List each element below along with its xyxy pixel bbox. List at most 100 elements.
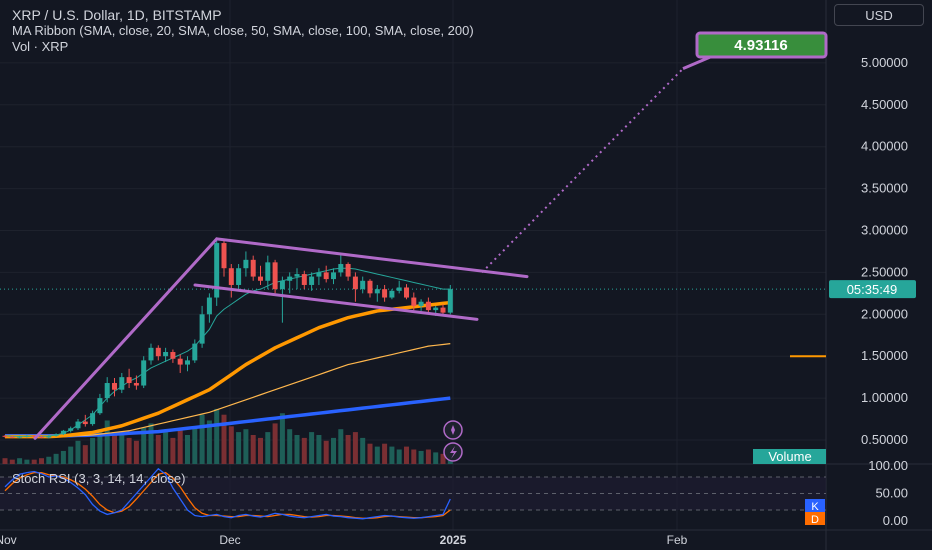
candle-body	[126, 377, 132, 384]
volume-bar	[352, 432, 358, 464]
target-price-box	[695, 31, 828, 59]
volume-bar	[39, 458, 44, 464]
channel-lower-line	[193, 283, 479, 321]
volume-bar	[82, 445, 88, 464]
candle-body	[345, 264, 351, 277]
candle-body	[367, 280, 373, 294]
candle-body	[236, 268, 242, 285]
volume-bar	[97, 429, 103, 464]
bull-flag-drawing[interactable]: 4.93116	[33, 31, 828, 462]
price-tick-label: 3.00000	[861, 223, 908, 238]
candle-body	[148, 347, 154, 361]
candle-body	[31, 435, 37, 437]
stoch-rsi-pane	[0, 467, 826, 520]
projection-line	[481, 67, 684, 274]
candlesticks	[2, 238, 453, 439]
candle-body	[272, 262, 278, 290]
volume-bar	[185, 435, 190, 464]
candle-body	[447, 289, 453, 313]
candle-body	[177, 358, 183, 365]
volume-bar	[374, 446, 380, 464]
volume-bar	[309, 432, 315, 464]
candle-body	[265, 262, 271, 281]
volume-bar	[2, 458, 8, 464]
candle-body	[389, 290, 395, 298]
volume-bar	[148, 423, 154, 464]
candle-body	[294, 274, 300, 277]
stoch-rsi-legend[interactable]: Stoch RSI (3, 3, 14, 14, close)	[12, 471, 186, 486]
countdown-tag	[829, 280, 916, 299]
candle-body	[192, 343, 198, 361]
candle-body	[425, 301, 431, 311]
volume-bar	[68, 446, 74, 464]
candle-body	[46, 435, 52, 438]
volume-bar	[17, 458, 23, 464]
candle-body	[9, 436, 15, 438]
volume-bar	[90, 437, 96, 464]
candle-body	[53, 434, 59, 436]
candle-body	[75, 421, 81, 429]
candle-body	[411, 297, 417, 306]
time-label: Dec	[219, 533, 240, 547]
price-tick-label: 3.50000	[861, 181, 908, 196]
price-tick-label: 2.50000	[861, 264, 908, 279]
candle-body	[360, 280, 366, 290]
candle-body	[243, 259, 249, 269]
k-tag	[805, 499, 825, 512]
volume-bar	[199, 414, 205, 464]
volume-bar	[294, 435, 300, 464]
candle-body	[112, 383, 117, 390]
candle-body	[163, 352, 169, 357]
volume-bar	[163, 432, 169, 464]
currency-selector[interactable]: USD	[834, 4, 924, 26]
candle-body	[396, 287, 402, 291]
candle-body	[374, 289, 380, 294]
candle-body	[90, 413, 96, 425]
volume-bar	[367, 443, 373, 464]
volume-bar	[141, 427, 147, 464]
time-label: Feb	[667, 533, 688, 547]
volume-bar	[360, 437, 366, 464]
volume-bar	[126, 437, 132, 464]
volume-bar	[236, 432, 242, 464]
channel-upper-line	[215, 237, 529, 279]
volume-bar	[133, 440, 139, 464]
lightning-icon	[450, 446, 457, 459]
candle-body	[331, 272, 336, 280]
volume-bar	[192, 426, 198, 464]
candle-body	[17, 436, 23, 438]
candle-body	[316, 272, 322, 277]
volume-bar	[418, 450, 424, 464]
price-tick-label: 0.50000	[861, 432, 908, 447]
volume-bar	[214, 408, 220, 464]
symbol-title[interactable]: XRP / U.S. Dollar, 1D, BITSTAMP	[12, 7, 222, 23]
candle-body	[68, 428, 74, 431]
volume-bar	[440, 453, 446, 464]
countdown-label: 05:35:49	[847, 282, 898, 297]
time-axis[interactable]: Nov Dec 2025 Feb	[0, 533, 688, 547]
volume-bar	[206, 420, 212, 464]
price-axis[interactable]: 5.00000 4.50000 4.00000 3.50000 3.00000 2.500…	[753, 55, 916, 528]
volume-bar	[119, 435, 125, 464]
candle-body	[418, 301, 424, 306]
volume-bar	[112, 432, 117, 464]
rsi-tick-label: 100.00	[868, 458, 908, 473]
volume-legend[interactable]: Vol · XRP	[12, 39, 69, 54]
candle-body	[433, 307, 439, 311]
k-tag-label: K	[811, 501, 819, 513]
volume-bar	[331, 437, 336, 464]
price-tick-label: 1.50000	[861, 348, 908, 363]
ma-ribbon	[4, 267, 451, 439]
ma-ribbon-legend[interactable]: MA Ribbon (SMA, close, 20, SMA, close, 5…	[12, 23, 474, 38]
volume-bar	[301, 437, 307, 464]
flag-pole-line	[33, 237, 219, 440]
price-tick-label: 2.00000	[861, 306, 908, 321]
candle-body	[60, 430, 66, 435]
ma50-line	[5, 300, 451, 439]
volume-bar	[243, 429, 249, 464]
candle-body	[228, 268, 234, 285]
candle-body	[250, 259, 256, 277]
volume-bar	[250, 435, 256, 464]
candle-body	[221, 243, 227, 269]
